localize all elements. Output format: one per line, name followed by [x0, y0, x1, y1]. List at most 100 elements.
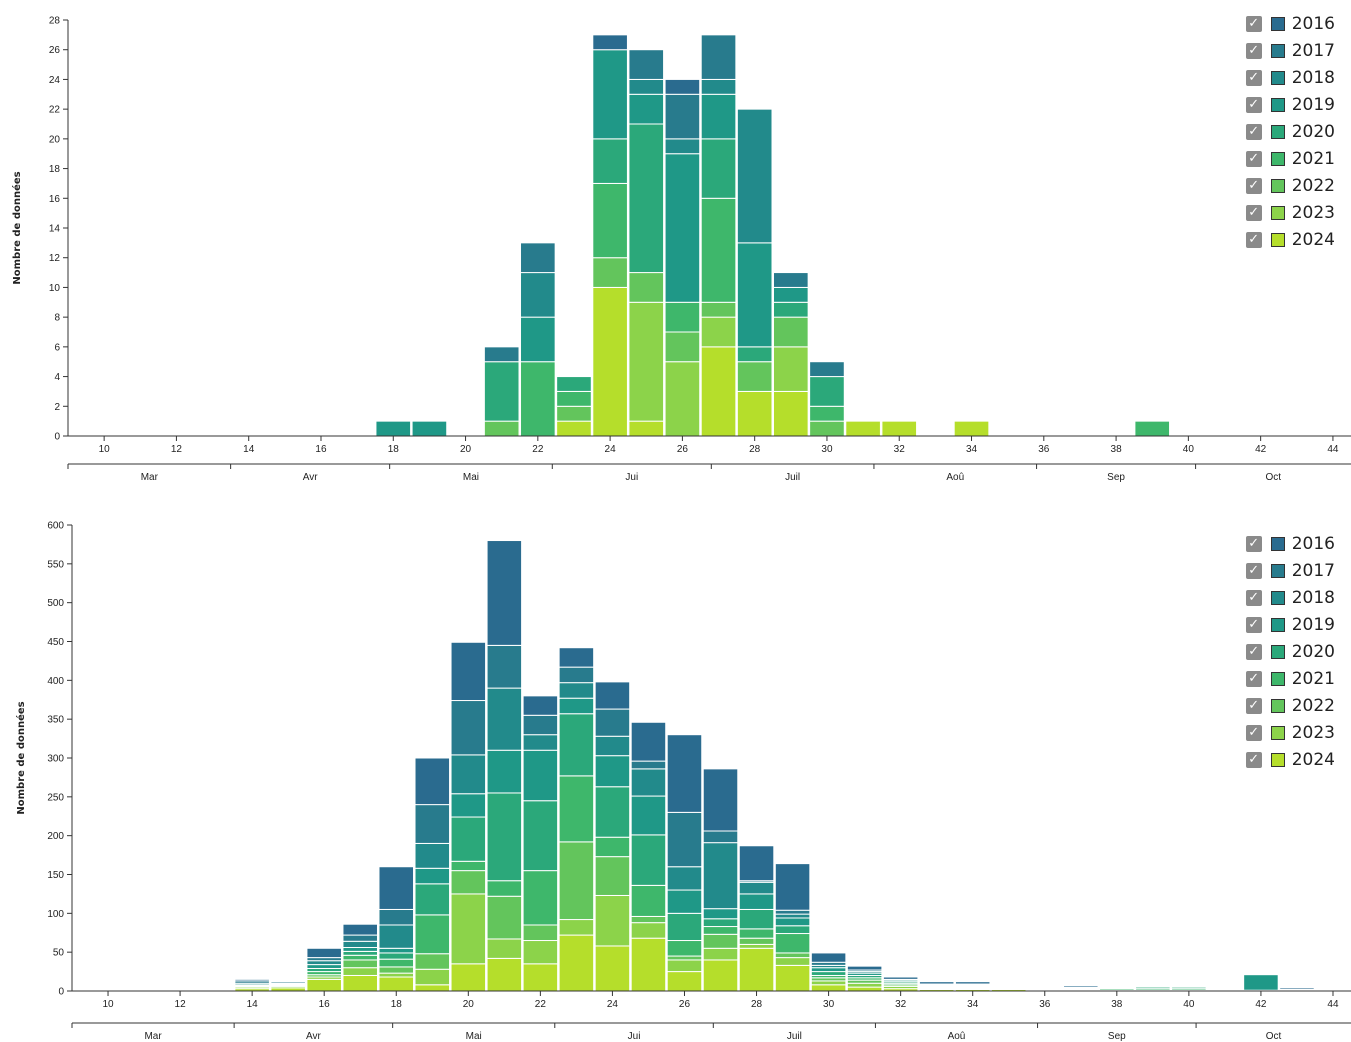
bar-2020-w29[interactable]: [772, 301, 809, 318]
bar-2020-w25[interactable]: [630, 834, 667, 886]
bar-2022-w25[interactable]: [628, 272, 665, 303]
bar-2016-w18[interactable]: [378, 866, 415, 910]
bar-2016-w26[interactable]: [664, 78, 701, 95]
bar-2018-w22[interactable]: [520, 272, 556, 318]
bar-2020-w20[interactable]: [450, 816, 487, 862]
bar-2020-w30[interactable]: [809, 376, 845, 407]
bar-2021-w29[interactable]: [774, 933, 811, 954]
bar-2020-w21[interactable]: [486, 792, 523, 882]
legend-item-2016[interactable]: ✓ 2016: [1245, 530, 1335, 557]
bar-2024-w30[interactable]: [810, 984, 847, 992]
bar-2016-w14[interactable]: [234, 978, 270, 982]
checkbox-checked-icon[interactable]: ✓: [1245, 562, 1262, 579]
bar-2024-w32[interactable]: [881, 420, 918, 437]
bar-2016-w32[interactable]: [882, 976, 919, 980]
bar-2019-w25[interactable]: [628, 93, 665, 125]
bar-2017-w26[interactable]: [664, 93, 701, 140]
checkbox-checked-icon[interactable]: ✓: [1245, 697, 1262, 714]
bar-2023-w25[interactable]: [630, 922, 667, 939]
bar-2021-w23[interactable]: [556, 390, 592, 407]
bar-2021-w17[interactable]: [342, 954, 378, 961]
bar-2021-w24[interactable]: [594, 836, 631, 858]
bar-2022-w27[interactable]: [702, 933, 739, 949]
checkbox-checked-icon[interactable]: ✓: [1245, 589, 1262, 606]
bar-2024-w26[interactable]: [666, 971, 703, 992]
bar-2019-w40[interactable]: [1171, 985, 1207, 988]
legend-item-2022[interactable]: ✓ 2022: [1245, 172, 1335, 199]
bar-2018-w29[interactable]: [774, 913, 811, 919]
checkbox-checked-icon[interactable]: ✓: [1245, 643, 1262, 660]
bar-2018-w25[interactable]: [628, 78, 665, 95]
bar-2020-w24[interactable]: [592, 138, 628, 184]
legend-item-2019[interactable]: ✓ 2019: [1245, 91, 1335, 118]
bar-2016-w22[interactable]: [522, 695, 559, 716]
bar-2021-w18[interactable]: [378, 958, 415, 968]
bar-2021-w39[interactable]: [1134, 420, 1171, 437]
bar-2019-w24[interactable]: [592, 49, 628, 140]
checkbox-checked-icon[interactable]: ✓: [1245, 96, 1262, 113]
bar-2020-w25[interactable]: [628, 123, 665, 274]
legend-item-2023[interactable]: ✓ 2023: [1245, 199, 1335, 226]
bar-2022-w26[interactable]: [666, 955, 703, 961]
bar-2022-w20[interactable]: [450, 870, 487, 895]
bar-2016-w34[interactable]: [954, 981, 991, 985]
bar-2016-w15[interactable]: [270, 980, 306, 983]
bar-2023-w22[interactable]: [522, 940, 559, 965]
bar-2020-w22[interactable]: [522, 800, 559, 872]
bar-2018-w19[interactable]: [414, 842, 451, 869]
bar-2023-w18[interactable]: [378, 972, 415, 978]
bar-2020-w17[interactable]: [342, 950, 378, 956]
bar-2024-w20[interactable]: [450, 963, 487, 992]
bar-2021-w27[interactable]: [700, 197, 737, 303]
checkbox-checked-icon[interactable]: ✓: [1245, 724, 1262, 741]
bar-2019-w26[interactable]: [664, 153, 701, 303]
bar-2016-w27[interactable]: [702, 768, 739, 832]
bar-2016-w43[interactable]: [1279, 987, 1315, 990]
bar-2019-w26[interactable]: [666, 889, 703, 914]
bar-2020-w30[interactable]: [810, 971, 847, 976]
bar-2022-w29[interactable]: [774, 952, 811, 959]
bar-2024-w31[interactable]: [845, 420, 881, 437]
bar-2024-w31[interactable]: [846, 986, 883, 992]
bar-2018-w20[interactable]: [450, 754, 487, 795]
checkbox-checked-icon[interactable]: ✓: [1245, 150, 1262, 167]
bar-2017-w23[interactable]: [558, 666, 595, 684]
bar-2016-w19[interactable]: [414, 757, 451, 806]
bar-2016-w26[interactable]: [666, 734, 703, 813]
bar-2023-w24[interactable]: [594, 894, 631, 947]
bar-2017-w27[interactable]: [702, 830, 739, 844]
bar-2019-w38[interactable]: [1099, 986, 1135, 989]
legend-item-2021[interactable]: ✓ 2021: [1245, 665, 1335, 692]
bar-2021-w25[interactable]: [630, 884, 667, 917]
bar-2020-w27[interactable]: [700, 138, 737, 199]
bar-2020-w24[interactable]: [594, 786, 631, 838]
bar-2017-w21[interactable]: [483, 346, 520, 363]
legend-item-2020[interactable]: ✓ 2020: [1245, 638, 1335, 665]
bar-2024-w23[interactable]: [556, 420, 592, 437]
bar-2017-w22[interactable]: [520, 242, 556, 274]
legend-item-2023[interactable]: ✓ 2023: [1245, 719, 1335, 746]
legend-item-2017[interactable]: ✓ 2017: [1245, 37, 1335, 64]
bar-2018-w24[interactable]: [594, 735, 631, 757]
bar-2016-w23[interactable]: [558, 647, 595, 668]
bar-2023-w30[interactable]: [810, 980, 847, 986]
bar-2016-w25[interactable]: [630, 721, 667, 762]
bar-2018-w22[interactable]: [522, 734, 559, 751]
checkbox-checked-icon[interactable]: ✓: [1245, 751, 1262, 768]
bar-2023-w28[interactable]: [738, 943, 775, 949]
bar-2020-w19[interactable]: [414, 883, 451, 916]
bar-2020-w23[interactable]: [556, 376, 592, 392]
bar-2022-w30[interactable]: [809, 420, 845, 437]
bar-2024-w28[interactable]: [736, 390, 773, 437]
bar-2017-w17[interactable]: [342, 934, 378, 942]
bar-2017-w22[interactable]: [522, 714, 559, 736]
legend-item-2022[interactable]: ✓ 2022: [1245, 692, 1335, 719]
bar-2020-w29[interactable]: [774, 925, 811, 935]
bar-2022-w27[interactable]: [700, 301, 737, 318]
bar-2019-w18[interactable]: [378, 947, 415, 954]
bar-2023-w29[interactable]: [774, 957, 811, 966]
checkbox-checked-icon[interactable]: ✓: [1245, 15, 1262, 32]
bar-2019-w18[interactable]: [375, 420, 412, 437]
checkbox-checked-icon[interactable]: ✓: [1245, 204, 1262, 221]
bar-2018-w17[interactable]: [342, 940, 378, 949]
